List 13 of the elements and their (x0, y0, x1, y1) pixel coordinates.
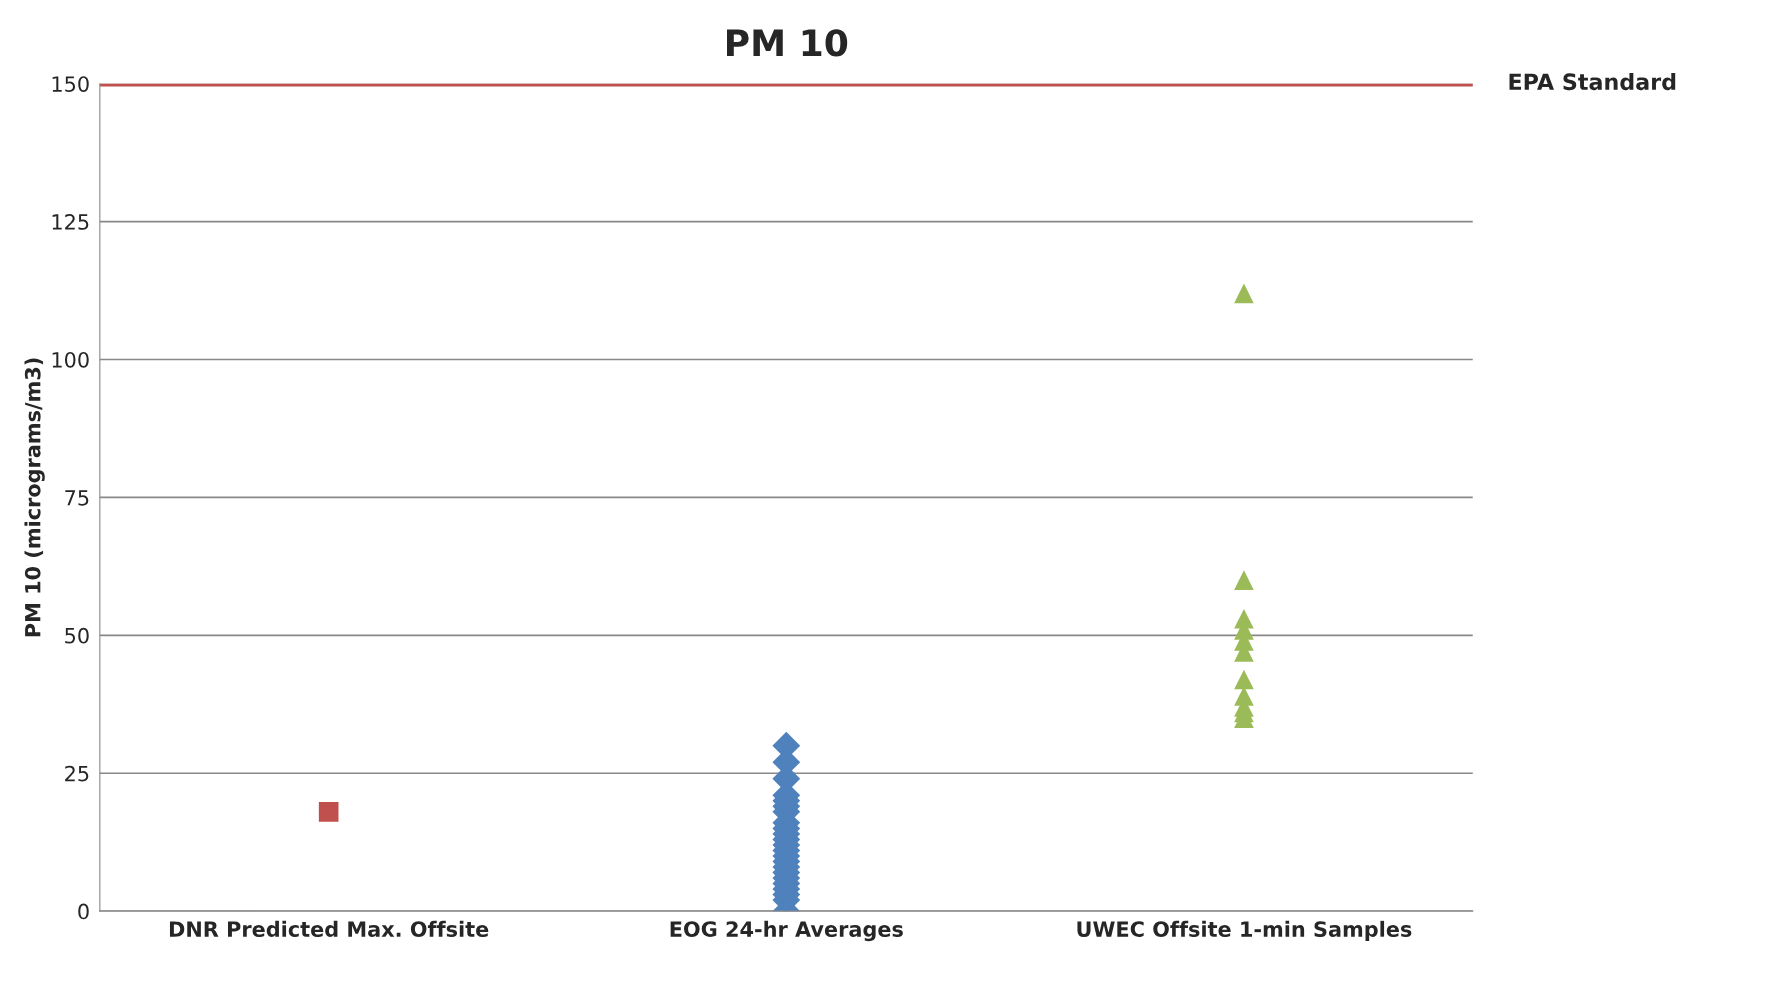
chart-title: PM 10 (727, 29, 848, 57)
y-tick-label: 125 (52, 214, 89, 230)
y-tick-label: 25 (65, 765, 89, 782)
y-tick-label: 0 (78, 903, 89, 920)
ref-line-label: EPA Standard (1509, 72, 1676, 91)
y-tick-label: 100 (52, 351, 89, 368)
y-axis-title: PM 10 (micrograms/m3) (24, 358, 45, 637)
x-tick-label: UWEC Offsite 1-min Samples (1077, 920, 1412, 942)
x-tick-label: DNR Predicted Max. Offsite (169, 920, 489, 937)
y-tick-label: 50 (65, 627, 89, 644)
x-tick-label: EOG 24-hr Averages (670, 920, 903, 942)
y-tick-label: 75 (65, 490, 89, 506)
y-tick-label: 150 (52, 76, 89, 92)
